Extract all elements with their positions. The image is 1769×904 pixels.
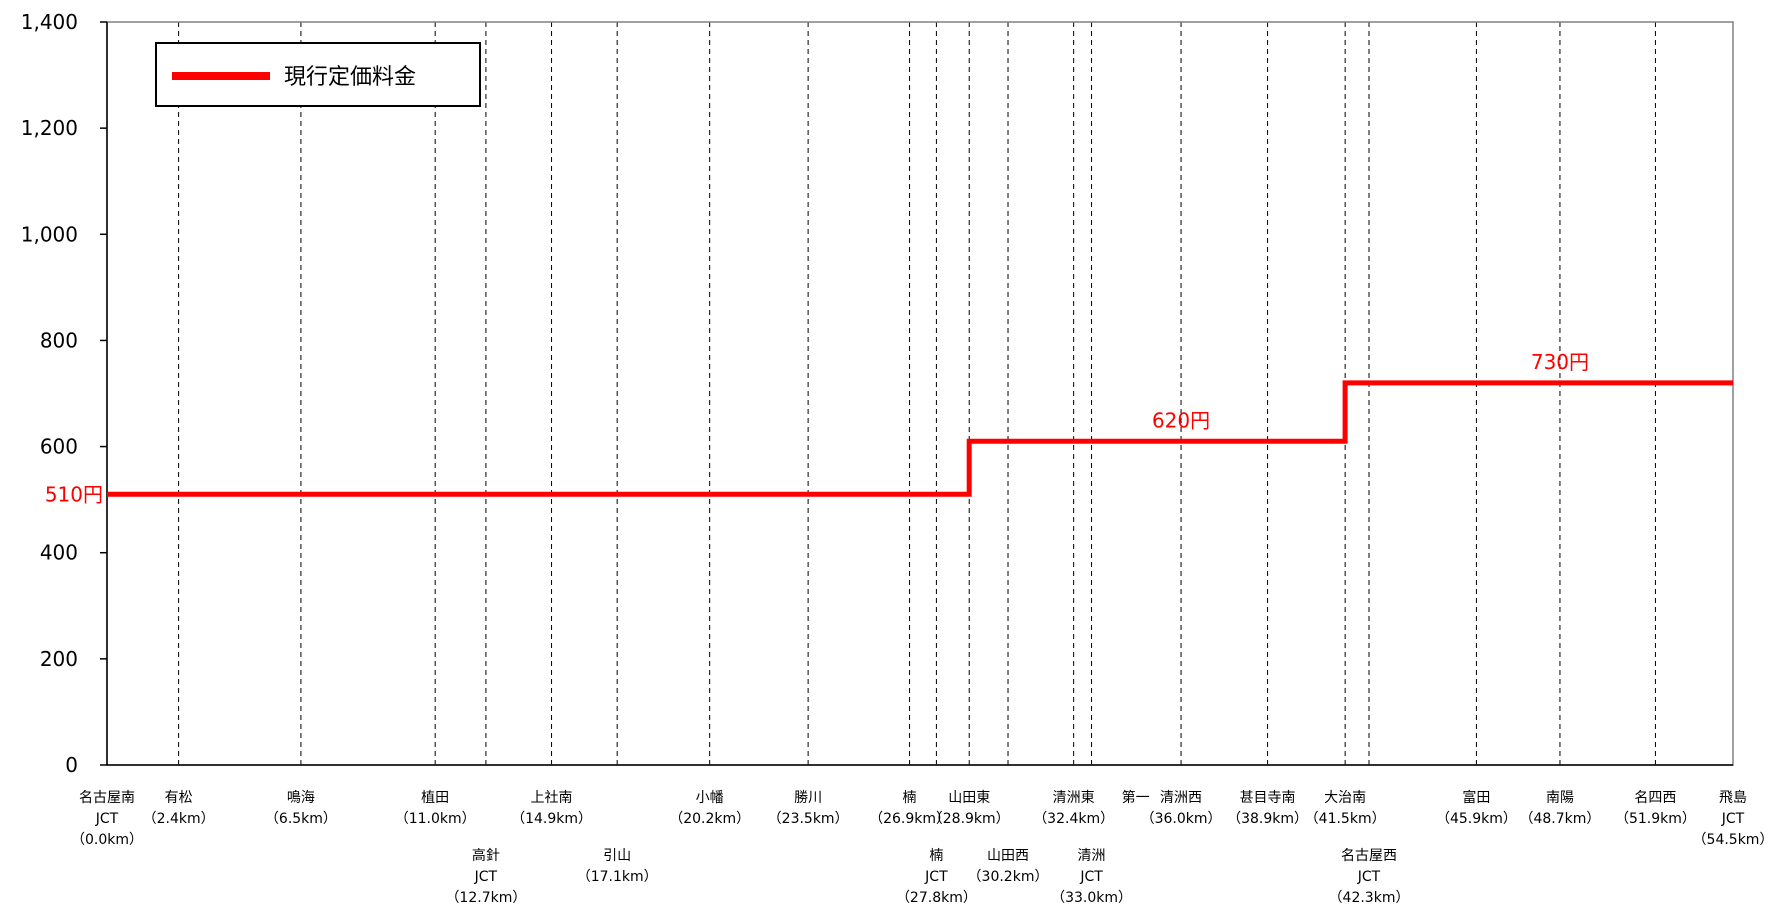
station-label: 勝川 — [794, 790, 822, 806]
station-label: （6.5km） — [265, 811, 337, 827]
station-label: （23.5km） — [768, 811, 849, 827]
station-label: 鳴海 — [287, 790, 315, 806]
station-label: （20.2km） — [669, 811, 750, 827]
station-label: （12.7km） — [445, 890, 526, 904]
price-label-bg — [66, 477, 106, 512]
station-label: 引山 — [603, 848, 631, 864]
y-tick-label: 1,200 — [21, 116, 78, 140]
station-label: （27.8km） — [896, 890, 977, 904]
station-label: JCT — [1357, 869, 1381, 885]
fare-series-line — [107, 380, 1733, 497]
station-label-suffix: 第一 — [1122, 789, 1150, 806]
y-tick-label: 0 — [65, 753, 78, 777]
station-label: 名古屋南 — [79, 790, 135, 806]
station-label: 名古屋西 — [1341, 848, 1397, 864]
station-label: 楠 — [929, 848, 943, 864]
station-label: （17.1km） — [577, 869, 658, 885]
station-label: 上社南 — [531, 790, 573, 806]
y-tick-label: 1,000 — [21, 222, 78, 246]
station-label: （45.9km） — [1436, 811, 1517, 827]
label-layer: 名古屋南 JCT （0.0km） 有松 （2.4km） 鳴海 （6.5km） 植田 （11.0k… — [45, 350, 1769, 904]
station-label: JCT — [95, 811, 119, 827]
station-label: JCT — [1721, 811, 1745, 827]
y-tick-label: 600 — [40, 435, 78, 459]
station-label: 植田 — [421, 790, 449, 806]
station-label: （26.9km） — [869, 811, 950, 827]
station-label: 清洲西 — [1160, 790, 1202, 806]
station-label: （42.3km） — [1329, 890, 1410, 904]
legend-label: 現行定価料金 — [284, 65, 416, 90]
station-label: （38.9km） — [1227, 811, 1308, 827]
station-label: （14.9km） — [511, 811, 592, 827]
plot-frame — [106, 21, 1734, 766]
station-label: 清洲東 — [1053, 790, 1095, 806]
station-label: （51.9km） — [1615, 811, 1696, 827]
station-label: 名四西 — [1634, 790, 1676, 806]
station-label: 高針 — [472, 847, 500, 864]
station-label: 山田東 — [948, 790, 990, 806]
station-label: JCT — [1079, 869, 1103, 885]
y-tick-label: 1,400 — [21, 10, 78, 34]
station-label: （28.9km） — [929, 811, 1010, 827]
station-label: （0.0km） — [71, 832, 143, 848]
station-label: （48.7km） — [1519, 811, 1600, 827]
station-label: 小幡 — [696, 790, 724, 806]
station-label: 有松 — [165, 790, 193, 806]
price-label: 620円 — [1152, 408, 1210, 432]
station-label: 山田西 — [987, 848, 1029, 864]
station-label: （33.0km） — [1051, 890, 1132, 904]
y-tick-label: 200 — [40, 647, 78, 671]
station-label: （11.0km） — [395, 811, 476, 827]
station-label: （2.4km） — [143, 811, 215, 827]
station-label: 大治南 — [1324, 790, 1366, 806]
y-tick-label: 800 — [40, 328, 78, 352]
grid-layer — [178, 22, 1656, 765]
y-tick-label: 400 — [40, 541, 78, 565]
station-label: （32.4km） — [1033, 811, 1114, 827]
legend: 現行定価料金 — [155, 42, 481, 107]
station-label: 楠 — [903, 790, 917, 806]
station-label: （30.2km） — [968, 869, 1049, 885]
series-layer — [106, 380, 1734, 497]
station-label: 南陽 — [1546, 790, 1574, 806]
station-label: 富田 — [1462, 789, 1490, 806]
station-label: JCT — [474, 869, 498, 885]
axis-layer: 0 200 400 600 800 1,000 1,200 1,400 — [21, 10, 1734, 777]
station-label: 飛島 — [1719, 790, 1747, 806]
station-label: （54.5km） — [1693, 832, 1769, 848]
station-label: 甚目寺南 — [1240, 790, 1296, 806]
station-label: 清洲 — [1078, 848, 1106, 864]
price-label: 510円 — [45, 482, 103, 506]
price-label: 730円 — [1531, 350, 1589, 374]
station-label: （41.5km） — [1305, 811, 1386, 827]
station-label: （36.0km） — [1141, 811, 1222, 827]
station-label: JCT — [924, 869, 948, 885]
